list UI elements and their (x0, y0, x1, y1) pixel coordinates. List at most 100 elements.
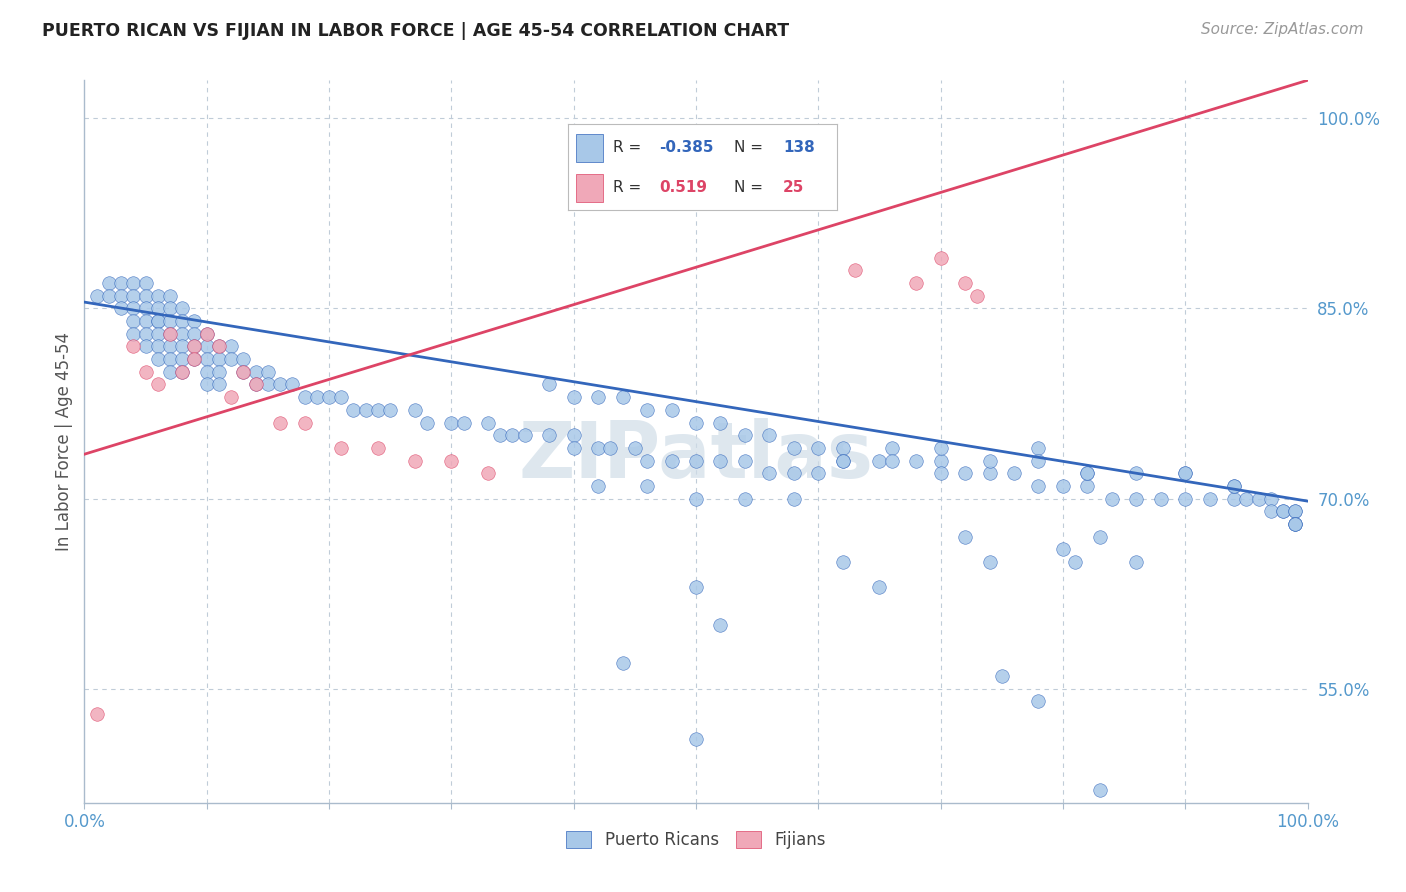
Point (440, 416, 463, 430)
Point (110, 301, 132, 316)
Point (869, 453, 891, 467)
Point (110, 289, 132, 303)
Point (1028, 453, 1050, 467)
Point (269, 416, 291, 430)
Point (183, 326, 205, 341)
Point (636, 402, 658, 417)
Point (1174, 491, 1197, 506)
Point (354, 402, 377, 417)
Point (734, 428, 756, 442)
Point (294, 416, 316, 430)
Point (122, 276, 145, 290)
Legend: Puerto Ricans, Fijians: Puerto Ricans, Fijians (560, 824, 832, 856)
Point (685, 416, 707, 430)
Point (219, 352, 242, 367)
Point (783, 441, 806, 455)
Point (86, 707, 108, 722)
Point (159, 326, 181, 341)
Point (624, 441, 647, 455)
Point (1272, 504, 1295, 518)
Point (636, 479, 658, 493)
Point (305, 390, 328, 404)
Point (661, 402, 683, 417)
Point (195, 339, 218, 353)
Point (1284, 516, 1306, 531)
Point (979, 453, 1001, 467)
Point (135, 289, 157, 303)
Point (122, 301, 145, 316)
Point (979, 555, 1001, 569)
Point (135, 276, 157, 290)
Point (1028, 694, 1050, 708)
Point (844, 263, 866, 277)
Point (183, 314, 205, 328)
Point (208, 377, 231, 392)
Point (709, 416, 731, 430)
Point (183, 339, 205, 353)
Point (1174, 467, 1197, 481)
Point (979, 467, 1001, 481)
Point (159, 301, 181, 316)
Point (1284, 504, 1306, 518)
Point (831, 441, 853, 455)
Point (807, 441, 830, 455)
Point (1284, 504, 1306, 518)
Point (146, 301, 169, 316)
Point (685, 580, 707, 594)
Text: Source: ZipAtlas.com: Source: ZipAtlas.com (1201, 22, 1364, 37)
Point (195, 352, 218, 367)
Point (146, 377, 169, 392)
Point (208, 339, 231, 353)
Point (257, 365, 280, 379)
Point (135, 314, 157, 328)
Point (245, 365, 267, 379)
Point (146, 326, 169, 341)
Text: ZIPatlas: ZIPatlas (519, 418, 873, 494)
Point (562, 428, 585, 442)
Point (342, 402, 364, 417)
Point (110, 276, 132, 290)
Point (783, 467, 806, 481)
Point (929, 467, 952, 481)
Point (146, 314, 169, 328)
Point (477, 467, 499, 481)
Point (1223, 479, 1246, 493)
Point (318, 390, 340, 404)
Point (734, 453, 756, 467)
Point (502, 428, 524, 442)
Point (1260, 504, 1282, 518)
Point (1064, 555, 1087, 569)
Point (612, 657, 634, 671)
Point (1150, 491, 1173, 506)
Point (612, 390, 634, 404)
Point (1101, 491, 1123, 506)
Point (172, 365, 194, 379)
Point (159, 289, 181, 303)
Point (232, 352, 254, 367)
Point (172, 365, 194, 379)
Point (135, 326, 157, 341)
Point (1028, 441, 1050, 455)
Point (183, 339, 205, 353)
Point (905, 276, 928, 290)
Point (330, 390, 353, 404)
Point (734, 491, 756, 506)
Point (1002, 467, 1025, 481)
Point (159, 326, 181, 341)
Point (219, 390, 242, 404)
Point (953, 467, 976, 481)
Point (97, 289, 120, 303)
Point (1236, 491, 1258, 506)
Point (1198, 491, 1220, 506)
Point (146, 339, 169, 353)
Point (1052, 542, 1074, 557)
Point (489, 428, 512, 442)
Point (440, 453, 463, 467)
Point (269, 377, 291, 392)
Point (122, 326, 145, 341)
Point (1088, 530, 1111, 544)
Point (1125, 491, 1147, 506)
Point (281, 377, 304, 392)
Point (929, 453, 952, 467)
Y-axis label: In Labor Force | Age 45-54: In Labor Force | Age 45-54 (55, 332, 73, 551)
